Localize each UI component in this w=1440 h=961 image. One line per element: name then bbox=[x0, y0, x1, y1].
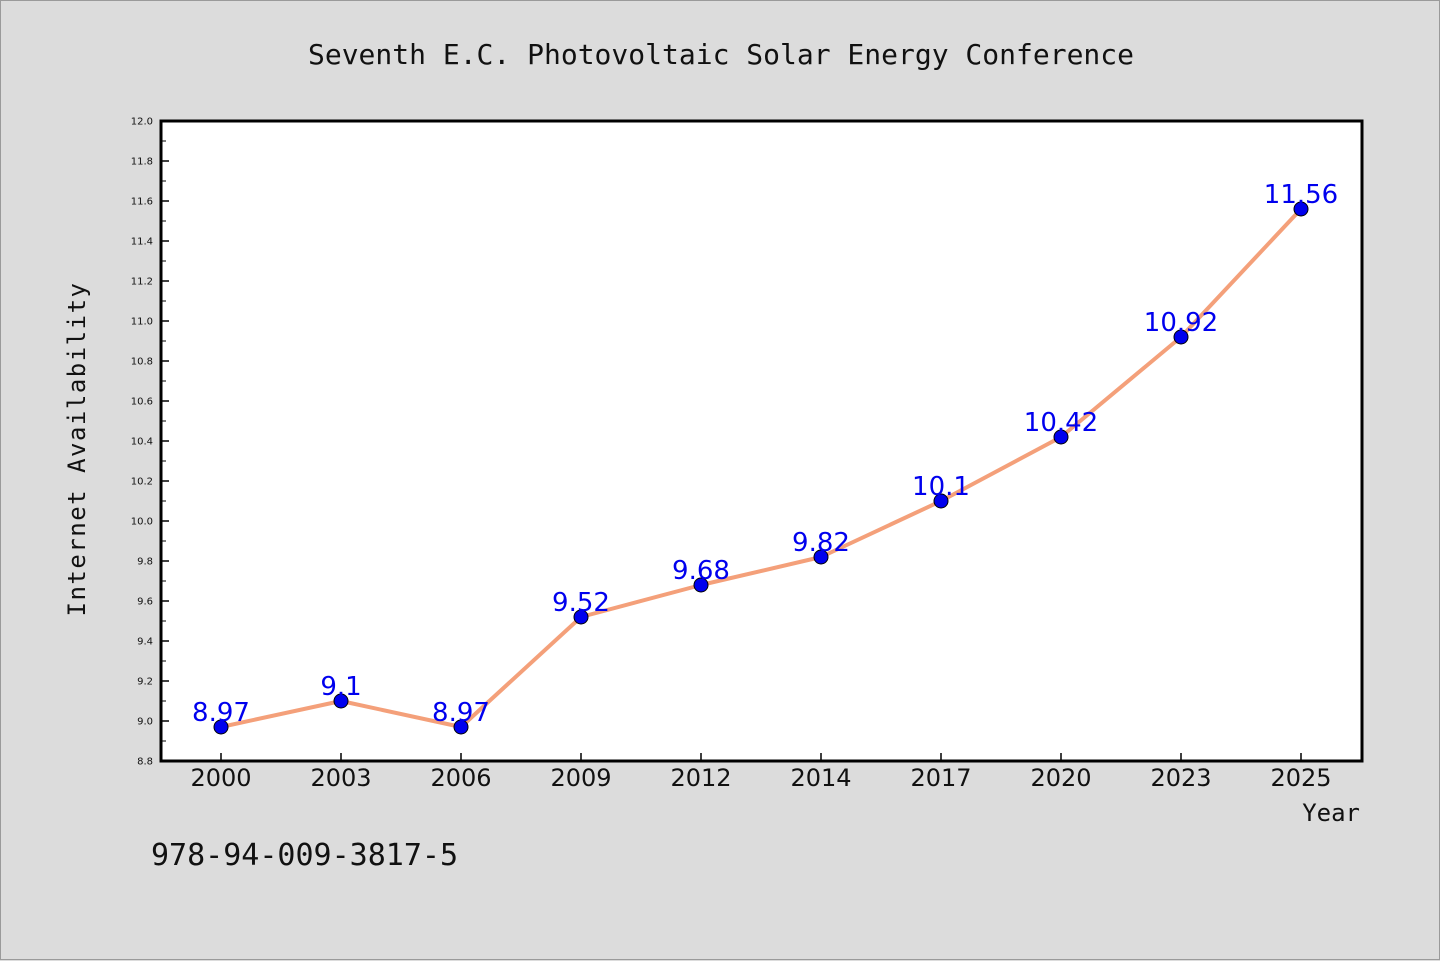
data-label: 9.52 bbox=[552, 588, 610, 618]
data-point bbox=[213, 719, 229, 735]
y-tick-label: 11.4 bbox=[131, 237, 153, 248]
plot-frame bbox=[159, 119, 1364, 763]
isbn-footer: 978-94-009-3817-5 bbox=[151, 838, 458, 873]
y-axis-label: Internet Availability bbox=[63, 282, 91, 617]
data-point bbox=[453, 719, 469, 735]
data-point bbox=[333, 693, 349, 709]
data-point bbox=[573, 609, 589, 625]
x-tick-label: 2014 bbox=[790, 764, 851, 792]
x-tick-label: 2006 bbox=[430, 764, 491, 792]
data-label: 10.92 bbox=[1144, 308, 1218, 338]
y-tick-label: 12.0 bbox=[131, 117, 153, 128]
y-tick-label: 11.0 bbox=[131, 317, 153, 328]
series-line-group: 8.97 9.1 8.97 9.52 9.68 9.82 10.1 10.42 10.92 11.… bbox=[192, 180, 1338, 735]
y-tick-label: 9.2 bbox=[137, 677, 153, 688]
x-tick-label: 2012 bbox=[670, 764, 731, 792]
data-label: 8.97 bbox=[192, 698, 250, 728]
chart-title: Seventh E.C. Photovoltaic Solar Energy C… bbox=[308, 38, 1134, 71]
y-tick-label: 9.4 bbox=[137, 637, 153, 648]
x-tick-label: 2000 bbox=[190, 764, 251, 792]
data-label: 10.1 bbox=[912, 472, 970, 502]
y-tick-label: 11.2 bbox=[131, 277, 153, 288]
x-tick-label: 2003 bbox=[310, 764, 371, 792]
plot-area bbox=[161, 121, 1362, 761]
series-line bbox=[219, 207, 1303, 729]
y-tick-label: 11.8 bbox=[131, 157, 153, 168]
data-label: 9.68 bbox=[672, 556, 730, 586]
data-point bbox=[813, 549, 829, 565]
x-axis: 2000 2003 2006 2009 2012 2014 2017 2020 2023 2025 bbox=[190, 753, 1332, 792]
y-tick-label: 9.0 bbox=[137, 717, 153, 728]
x-tick-label: 2017 bbox=[910, 764, 971, 792]
x-tick-label: 2025 bbox=[1270, 764, 1331, 792]
y-tick-label: 11.6 bbox=[131, 197, 153, 208]
x-tick-label: 2009 bbox=[550, 764, 611, 792]
data-label: 8.97 bbox=[432, 698, 490, 728]
x-tick-label: 2020 bbox=[1030, 764, 1091, 792]
data-point bbox=[693, 577, 709, 593]
y-tick-label: 9.8 bbox=[137, 557, 153, 568]
data-point bbox=[1293, 201, 1309, 217]
y-tick-label: 10.2 bbox=[131, 477, 153, 488]
y-tick-label: 10.0 bbox=[131, 517, 153, 528]
x-axis-label: Year bbox=[1302, 799, 1360, 827]
data-label: 9.82 bbox=[792, 528, 850, 558]
data-point bbox=[933, 493, 949, 509]
y-tick-label: 8.8 bbox=[137, 757, 153, 768]
y-tick-label: 10.4 bbox=[131, 437, 153, 448]
data-label: 10.42 bbox=[1024, 408, 1098, 438]
y-tick-label: 9.6 bbox=[137, 597, 153, 608]
data-point bbox=[1173, 329, 1189, 345]
x-tick-label: 2023 bbox=[1150, 764, 1211, 792]
data-label: 9.1 bbox=[320, 672, 361, 702]
data-point bbox=[1053, 429, 1069, 445]
data-label: 11.56 bbox=[1264, 180, 1338, 210]
y-tick-label: 10.6 bbox=[131, 397, 153, 408]
y-tick-label: 10.8 bbox=[131, 357, 153, 368]
